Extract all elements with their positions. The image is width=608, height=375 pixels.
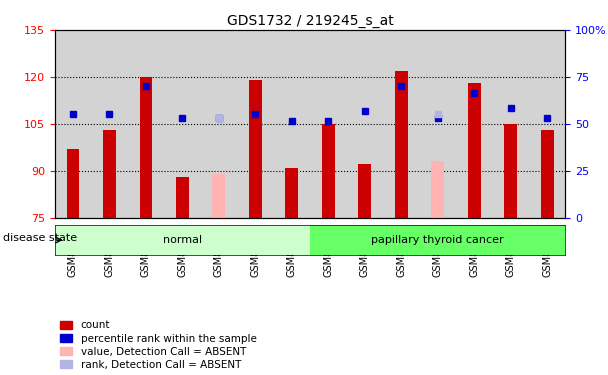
Legend: count, percentile rank within the sample, value, Detection Call = ABSENT, rank, : count, percentile rank within the sample… bbox=[60, 320, 257, 370]
Bar bbox=[431, 161, 444, 218]
Text: papillary thyroid cancer: papillary thyroid cancer bbox=[371, 235, 504, 245]
Bar bbox=[139, 77, 152, 218]
Title: GDS1732 / 219245_s_at: GDS1732 / 219245_s_at bbox=[227, 13, 393, 28]
Bar bbox=[237, 30, 274, 217]
Bar bbox=[347, 30, 383, 217]
Text: normal: normal bbox=[163, 235, 202, 245]
Bar bbox=[212, 174, 225, 217]
Bar bbox=[176, 177, 188, 218]
Bar bbox=[103, 130, 116, 218]
Bar bbox=[201, 30, 237, 217]
Bar bbox=[492, 30, 529, 217]
Text: disease state: disease state bbox=[3, 233, 77, 243]
Bar bbox=[310, 225, 565, 255]
Bar bbox=[456, 30, 492, 217]
Bar bbox=[91, 30, 128, 217]
Bar bbox=[55, 30, 91, 217]
Bar bbox=[529, 30, 565, 217]
Bar bbox=[310, 30, 347, 217]
Bar bbox=[285, 168, 298, 217]
Bar bbox=[395, 70, 407, 217]
Bar bbox=[164, 30, 201, 217]
Bar bbox=[420, 30, 456, 217]
Bar bbox=[504, 124, 517, 218]
Bar bbox=[468, 83, 480, 218]
Bar bbox=[66, 149, 79, 217]
Bar bbox=[249, 80, 261, 218]
Bar bbox=[541, 130, 553, 218]
Bar bbox=[128, 30, 164, 217]
Bar bbox=[55, 225, 310, 255]
Bar bbox=[358, 164, 371, 218]
Bar bbox=[383, 30, 420, 217]
Bar bbox=[274, 30, 310, 217]
Bar bbox=[322, 124, 334, 218]
